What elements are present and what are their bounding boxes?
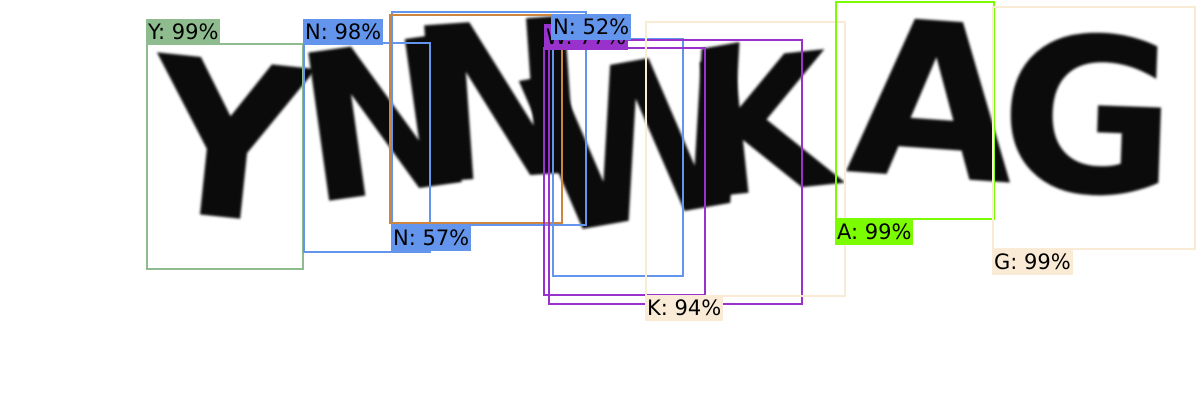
detection-label-g: G: 99% bbox=[992, 249, 1073, 275]
detection-box-y bbox=[146, 43, 304, 270]
detection-label-a: A: 99% bbox=[835, 219, 914, 245]
detection-box-a bbox=[835, 1, 995, 220]
detection-label-n-52: N: 52% bbox=[551, 14, 632, 40]
detection-label-k: K: 94% bbox=[645, 295, 724, 321]
detection-box-k bbox=[645, 21, 846, 297]
detection-box-orange bbox=[389, 14, 563, 224]
detection-label-y: Y: 99% bbox=[146, 19, 221, 45]
detection-box-g bbox=[992, 6, 1196, 250]
detection-label-n-57: N: 57% bbox=[391, 225, 472, 251]
detection-box-n-57 bbox=[391, 11, 587, 226]
detection-label-n-98: N: 98% bbox=[303, 19, 384, 45]
